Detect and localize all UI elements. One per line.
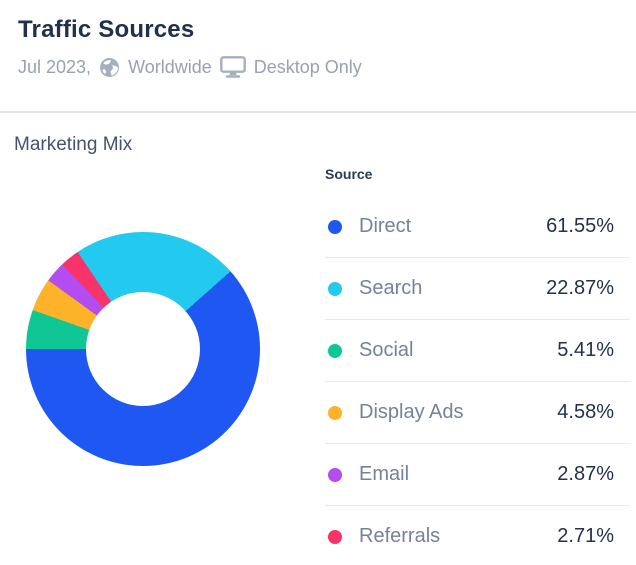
- legend-row-direct[interactable]: Direct 61.55%: [325, 196, 630, 258]
- legend-dot: [328, 529, 342, 544]
- legend-header: Source: [325, 166, 373, 182]
- legend-value: 22.87%: [546, 277, 614, 299]
- legend-row-email[interactable]: Email 2.87%: [325, 444, 630, 506]
- chart-legend: Source Direct 61.55% Search 22.87% Socia…: [325, 166, 630, 565]
- legend-label: Social: [359, 339, 414, 361]
- legend-row-search[interactable]: Search 22.87%: [325, 258, 630, 320]
- legend-row-display-ads[interactable]: Display Ads 4.58%: [325, 382, 630, 444]
- legend-rows: Direct 61.55% Search 22.87% Social 5.41%…: [325, 196, 630, 565]
- legend-dot: [328, 467, 342, 482]
- report-scope: Jul 2023, Worldwide Desktop Only: [18, 56, 362, 78]
- legend-label: Search: [359, 277, 423, 299]
- globe-icon: [99, 57, 120, 78]
- legend-dot: [328, 219, 342, 234]
- region-label: Worldwide: [128, 56, 212, 77]
- legend-value: 2.71%: [557, 525, 614, 547]
- page-title: Traffic Sources: [18, 16, 195, 43]
- legend-label: Email: [359, 463, 410, 485]
- device-label: Desktop Only: [253, 56, 362, 77]
- donut-chart[interactable]: [26, 232, 260, 466]
- legend-value: 5.41%: [557, 339, 614, 361]
- legend-label: Referrals: [359, 525, 441, 547]
- legend-row-referrals[interactable]: Referrals 2.71%: [325, 506, 630, 565]
- header-divider: [0, 111, 636, 113]
- legend-value: 2.87%: [557, 463, 614, 485]
- period-label: Jul 2023,: [18, 56, 92, 77]
- desktop-icon: [219, 56, 246, 78]
- legend-row-social[interactable]: Social 5.41%: [325, 320, 630, 382]
- legend-label: Direct: [359, 215, 412, 237]
- legend-dot: [328, 281, 342, 296]
- legend-value: 61.55%: [546, 215, 614, 237]
- legend-label: Display Ads: [359, 401, 464, 423]
- legend-value: 4.58%: [557, 401, 614, 423]
- section-title: Marketing Mix: [14, 134, 133, 155]
- legend-dot: [328, 405, 342, 420]
- legend-dot: [328, 343, 342, 358]
- donut-hole: [86, 292, 200, 406]
